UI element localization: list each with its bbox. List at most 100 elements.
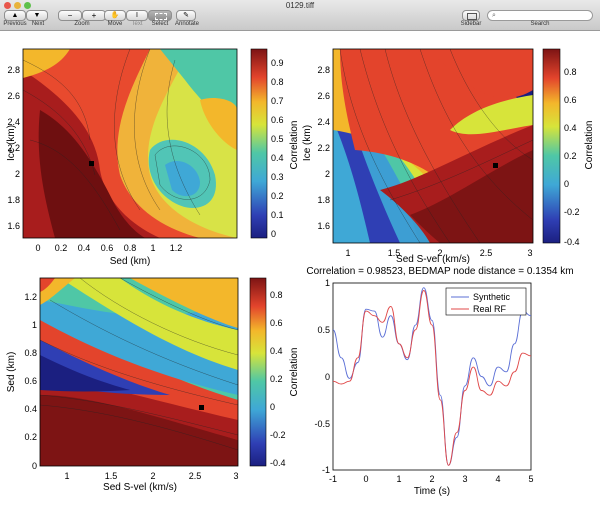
zoom-label: Zoom xyxy=(74,21,90,27)
previous-label: Previous xyxy=(3,21,27,27)
panel3-xtick: 1.5 xyxy=(105,471,118,481)
colorbar1-tick: 0.1 xyxy=(271,210,284,220)
next-label: Next xyxy=(31,21,45,27)
panel1-xtick: 1.2 xyxy=(170,243,183,253)
previous-button[interactable]: ▲ xyxy=(4,10,26,21)
search-field[interactable]: ⌕ xyxy=(487,10,593,21)
colorbar1-label: Correlation xyxy=(289,121,300,170)
sidebar-label: Sidebar xyxy=(460,21,482,27)
panel1-ytick: 1.6 xyxy=(7,221,20,231)
panel1-xtick: 1 xyxy=(150,243,155,253)
legend-real: Real RF xyxy=(473,304,507,314)
text-tool-button[interactable]: I xyxy=(126,10,148,21)
select-label: Select xyxy=(151,21,169,27)
colorbar2-tick: -0.4 xyxy=(564,237,580,247)
colorbar-3: -0.4 -0.2 0 0.2 0.4 0.6 0.8 Correlation xyxy=(249,277,300,468)
zoom-out-button[interactable]: − xyxy=(58,10,82,21)
panel3-xtick: 3 xyxy=(233,471,238,481)
colorbar3-tick: 0.6 xyxy=(270,318,283,328)
next-button[interactable]: ▼ xyxy=(26,10,48,21)
colorbar3-tick: -0.2 xyxy=(270,430,286,440)
panel3-ytick: 0.6 xyxy=(24,376,37,386)
panel3-ytick: 0.4 xyxy=(24,404,37,414)
panel2-xtick: 3 xyxy=(527,248,532,258)
colorbar1-tick: 0.5 xyxy=(271,134,284,144)
sidebar-icon xyxy=(467,13,477,20)
panel2-xtick: 1.5 xyxy=(388,248,401,258)
contour-plot-sed-ice: Sed (km) Ice (km) 0 0.2 0.4 0.6 0.8 1 1.… xyxy=(6,48,238,267)
zoom-in-button[interactable]: + xyxy=(82,10,106,21)
colorbar-2: -0.4 -0.2 0 0.2 0.4 0.6 0.8 Correlation xyxy=(542,48,595,247)
panel1-ytick: 2.8 xyxy=(7,65,20,75)
panel1-ytick: 2.6 xyxy=(7,91,20,101)
panel4-xtick: 5 xyxy=(528,474,533,484)
panel4-xtick: 4 xyxy=(495,474,500,484)
colorbar2-tick: 0.4 xyxy=(564,123,577,133)
hand-icon: ✋ xyxy=(110,12,120,19)
colorbar1-tick: 0.6 xyxy=(271,115,284,125)
panel2-ytick: 1.6 xyxy=(317,221,330,231)
panel3-ytick: 0.2 xyxy=(24,432,37,442)
panel4-xtick: 1 xyxy=(396,474,401,484)
panel3-xlabel: Sed S-vel (km/s) xyxy=(103,482,177,493)
colorbar-1: 0 0.1 0.2 0.3 0.4 0.5 0.6 0.7 0.8 0.9 Co… xyxy=(250,48,300,239)
close-window-button[interactable] xyxy=(4,2,11,9)
colorbar3-tick: 0.8 xyxy=(270,290,283,300)
chevron-down-icon: ▼ xyxy=(33,12,41,19)
panel4-ytick: -0.5 xyxy=(314,419,330,429)
zoom-out-icon: − xyxy=(67,11,73,20)
series-line-synthetic xyxy=(332,287,532,466)
panel4-xtick: 2 xyxy=(429,474,434,484)
panel2-ytick: 2.6 xyxy=(317,91,330,101)
panel1-ytick: 2.4 xyxy=(7,117,20,127)
move-tool-button[interactable]: ✋ xyxy=(104,10,126,21)
panel2-ytick: 2.2 xyxy=(317,143,330,153)
panel3-ytick: 0 xyxy=(32,461,37,471)
panel2-ytick: 2.4 xyxy=(317,117,330,127)
zoom-window-button[interactable] xyxy=(24,2,31,9)
window-title: 0129.tiff xyxy=(285,1,315,10)
minimize-window-button[interactable] xyxy=(14,2,21,9)
colorbar2-tick: 0.8 xyxy=(564,67,577,77)
best-fit-marker xyxy=(493,163,498,168)
figure: Sed (km) Ice (km) 0 0.2 0.4 0.6 0.8 1 1.… xyxy=(6,48,595,497)
annotate-button[interactable]: ✎ xyxy=(176,10,196,21)
colorbar2-label: Correlation xyxy=(584,121,595,170)
colorbar3-tick: 0.2 xyxy=(270,374,283,384)
zoom-in-icon: + xyxy=(91,11,97,20)
panel4-title: Correlation = 0.98523, BEDMAP node dista… xyxy=(306,266,573,277)
panel2-xlabel: Sed S-vel (km/s) xyxy=(396,254,470,265)
panel2-ytick: 2 xyxy=(325,169,330,179)
search-icon: ⌕ xyxy=(492,12,496,19)
colorbar1-tick: 0.8 xyxy=(271,77,284,87)
panel3-ytick: 1.2 xyxy=(24,292,37,302)
panel4-xtick: 3 xyxy=(462,474,467,484)
panel1-xtick: 0 xyxy=(35,243,40,253)
colorbar3-label: Correlation xyxy=(289,348,300,397)
colorbar3-tick: -0.4 xyxy=(270,458,286,468)
legend-synthetic: Synthetic xyxy=(473,292,511,302)
panel2-xtick: 2 xyxy=(437,248,442,258)
annotate-label: Annotate xyxy=(174,21,200,27)
best-fit-marker xyxy=(199,405,204,410)
contour-plot-svel-ice: Sed S-vel (km/s) Ice (km) 1 1.5 2 2.5 3 … xyxy=(302,48,534,265)
panel1-ytick: 1.8 xyxy=(7,195,20,205)
colorbar2-tick: 0 xyxy=(564,179,569,189)
colorbar2-tick: 0.2 xyxy=(564,151,577,161)
panel3-xtick: 1 xyxy=(64,471,69,481)
panel1-xtick: 0.8 xyxy=(124,243,137,253)
panel4-ytick: 1 xyxy=(325,278,330,288)
panel4-ytick: -1 xyxy=(322,465,330,475)
colorbar2-tick: -0.2 xyxy=(564,207,580,217)
colorbar1-tick: 0.4 xyxy=(271,153,284,163)
panel2-ytick: 2.8 xyxy=(317,65,330,75)
panel4-xtick: -1 xyxy=(329,474,337,484)
panel4-ytick: 0.5 xyxy=(317,325,330,335)
sidebar-button[interactable] xyxy=(462,10,480,21)
panel1-xtick: 0.2 xyxy=(55,243,68,253)
panel1-ylabel: Ice (km) xyxy=(6,125,17,161)
panel3-xtick: 2 xyxy=(150,471,155,481)
line-chart-receiver-function: Correlation = 0.98523, BEDMAP node dista… xyxy=(306,266,573,497)
series-line-real-rf xyxy=(332,290,532,466)
select-tool-button[interactable] xyxy=(148,10,172,21)
